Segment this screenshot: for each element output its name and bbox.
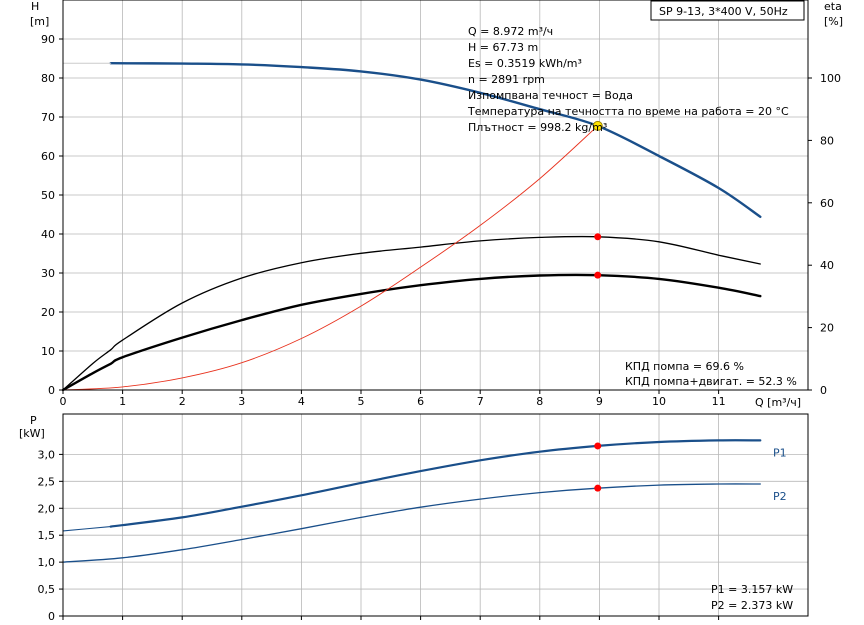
x-tick-label: 11	[712, 395, 726, 408]
x-tick-label: 7	[477, 395, 484, 408]
x-tick-label: 1	[119, 395, 126, 408]
x-tick-label: 6	[417, 395, 424, 408]
eta-axis-unit: [%]	[824, 15, 843, 28]
duty-info-temperature: Температура на течността по време на раб…	[467, 105, 789, 118]
p2-info: P2 = 2.373 kW	[711, 599, 793, 612]
top-duty-point-marker	[594, 233, 602, 241]
eta-tick-label: 0	[820, 384, 827, 397]
curve-layer	[61, 62, 762, 563]
eta-pump-info: КПД помпа = 69.6 %	[625, 360, 744, 373]
p-tick-label: 0	[48, 610, 55, 623]
h-tick-label: 50	[41, 189, 55, 202]
duty-info-h: H = 67.73 m	[468, 41, 538, 54]
x-tick-label: 5	[358, 395, 365, 408]
h-tick-label: 90	[41, 33, 55, 46]
top-series-line-4	[62, 125, 599, 391]
eta-tick-label: 100	[820, 72, 841, 85]
eta-tick-label: 60	[820, 197, 834, 210]
grid-layer	[62, 0, 808, 617]
q-axis-label: Q [m³/ч]	[755, 396, 801, 409]
h-tick-label: 10	[41, 345, 55, 358]
duty-info-q: Q = 8.972 m³/ч	[468, 25, 553, 38]
duty-info-liquid: Изпомпвана течност = Вода	[468, 89, 633, 102]
h-tick-label: 20	[41, 306, 55, 319]
x-tick-label: 8	[536, 395, 543, 408]
x-tick-label: 10	[652, 395, 666, 408]
h-tick-label: 0	[48, 384, 55, 397]
h-axis-label: H	[31, 0, 39, 13]
top-duty-point-marker	[594, 271, 602, 279]
duty-info-es: Es = 0.3519 kWh/m³	[468, 57, 582, 70]
series-label-p1: P1	[773, 446, 787, 459]
p-axis-unit: [kW]	[19, 427, 45, 440]
x-tick-label: 2	[179, 395, 186, 408]
p-tick-label: 2,5	[38, 475, 56, 488]
h-axis-unit: [m]	[30, 15, 49, 28]
x-tick-label: 3	[238, 395, 245, 408]
eta-tick-label: 80	[820, 134, 834, 147]
eta-total-info: КПД помпа+двигат. = 52.3 %	[625, 375, 797, 388]
bottom-plot-frame	[62, 413, 809, 617]
top-series-line-3	[61, 273, 762, 392]
bottom-duty-point-marker	[594, 442, 602, 450]
bottom-series-line-1	[62, 526, 112, 532]
h-tick-label: 30	[41, 267, 55, 280]
p-tick-label: 0,5	[38, 583, 56, 596]
top-series-line-0	[109, 62, 762, 218]
title-box	[650, 0, 805, 21]
series-label-p2: P2	[773, 490, 787, 503]
x-tick-label: 0	[60, 395, 67, 408]
duty-info-density: Плътност = 998.2 kg/m³	[468, 121, 607, 134]
eta-tick-label: 20	[820, 322, 834, 335]
static-labels: SP 9-13, 3*400 V, 50Hz H [m] eta [%] Q […	[19, 0, 843, 612]
p-axis-label: P	[30, 414, 37, 427]
bottom-series-line-2	[62, 483, 761, 563]
tick-layer: 0 1 2 3 4 5 6 7 8 9 10 11 0 10 20 30 40 50 60 70 80 90 0 0,5 1,0…	[38, 0, 841, 623]
h-tick-label: 60	[41, 150, 55, 163]
chart-title: SP 9-13, 3*400 V, 50Hz	[659, 5, 788, 18]
x-tick-label: 9	[596, 395, 603, 408]
top-duty-point-marker	[592, 120, 603, 131]
x-tick-label: 4	[298, 395, 305, 408]
p-tick-label: 2,0	[38, 502, 56, 515]
top-series-line-2	[62, 235, 761, 391]
eta-axis-label: eta	[824, 0, 842, 13]
duty-info-n: n = 2891 rpm	[468, 73, 545, 86]
top-plot-frame	[62, 0, 809, 391]
p-tick-label: 1,5	[38, 529, 56, 542]
h-tick-label: 40	[41, 228, 55, 241]
h-tick-label: 80	[41, 72, 55, 85]
p-tick-label: 1,0	[38, 556, 56, 569]
h-tick-label: 70	[41, 111, 55, 124]
p1-info: P1 = 3.157 kW	[711, 583, 793, 596]
bottom-series-line-0	[109, 439, 762, 528]
eta-tick-label: 40	[820, 259, 834, 272]
bottom-duty-point-marker	[594, 484, 602, 492]
p-tick-label: 3,0	[38, 448, 56, 461]
